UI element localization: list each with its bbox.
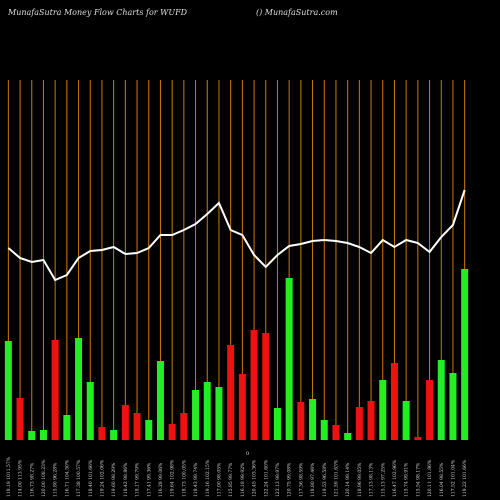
bar (309, 399, 317, 440)
x-tick-label: 118.42 98.86% (123, 462, 129, 497)
bar (297, 402, 305, 440)
bar (192, 390, 200, 440)
bar (285, 278, 293, 440)
x-tick-label: 116.18 99.92% (240, 462, 246, 497)
x-tick-label: 121.59 101.63% (333, 459, 339, 497)
x-tick-label: 118.19 1011.57% (6, 456, 12, 497)
x-tick-label: 119.64 102.98% (170, 459, 176, 497)
chart-title: MunafaSutra Money Flow Charts for WUFD (7, 8, 188, 17)
bar (168, 424, 176, 440)
x-tick-label: 116.47 102.96% (392, 459, 398, 497)
bar (4, 341, 12, 440)
bar (28, 431, 36, 440)
bar (390, 363, 398, 440)
bar (344, 433, 352, 440)
bar (426, 380, 434, 440)
bar (402, 401, 410, 440)
x-tick-label: 119.16 102.15% (205, 459, 211, 497)
x-tick-label: 119.53 96.58% (322, 462, 328, 497)
bar (86, 382, 94, 440)
bar (215, 387, 223, 440)
bar (262, 333, 270, 440)
x-tick-label: 119.22 101.66% (462, 459, 468, 497)
bar (367, 401, 375, 440)
x-tick-label: 117.36 98.59% (298, 462, 304, 497)
x-tick-label: 115.74 99.91% (404, 462, 410, 497)
x-tick-label: 116.71 104.50% (64, 459, 70, 497)
bar (414, 437, 422, 440)
bar (449, 373, 457, 440)
x-tick-label: 117.52 101.04% (450, 459, 456, 497)
bar (332, 425, 340, 440)
x-tick-label: 118.17 99.79% (135, 462, 141, 497)
x-tick-label: 123.13 99.97% (275, 462, 281, 497)
bar (39, 430, 47, 440)
x-tick-label: 118.40 101.66% (88, 459, 94, 497)
x-tick-label: 117.38 100.57% (76, 459, 82, 497)
x-tick-label: 118.43 99.74% (193, 462, 199, 497)
x-tick-label: 118.80 97.46% (310, 462, 316, 497)
bar (227, 345, 235, 440)
bar (355, 407, 363, 440)
bar (133, 413, 141, 440)
bar (238, 374, 246, 440)
bar (63, 415, 71, 440)
bar (98, 427, 106, 440)
chart-subtitle: () MunafaSutra.com (256, 8, 338, 17)
bar (75, 338, 83, 440)
bar (180, 413, 188, 440)
bar (145, 420, 153, 440)
bar (273, 408, 281, 440)
x-tick-label: 120.45 103.36% (252, 459, 258, 497)
money-flow-line (7, 189, 466, 282)
x-tick-label: 120.75 99.08% (287, 462, 293, 497)
x-tick-label: 114.00 113.95% (18, 459, 24, 497)
x-tick-label: 117.13 98.13% (369, 462, 375, 497)
x-tick-label: 120.11 101.86% (427, 459, 433, 497)
x-tick-label: 119.24 102.06% (99, 459, 105, 497)
x-tick-label: 120.14 99.14% (345, 462, 351, 497)
x-tick-label: 117.41 99.36% (146, 462, 152, 497)
x-tick-label: 120.00 108.23% (41, 459, 47, 497)
x-tick-label: 118.96 99.05% (357, 462, 363, 497)
x-tick-label: 115.54 98.17% (415, 462, 421, 497)
bar (437, 360, 445, 440)
bar (203, 382, 211, 440)
x-tick-label: 115.13 97.25% (380, 462, 386, 497)
x-tick-label: 116.04 98.55% (439, 462, 445, 497)
x-tick-label: 118.73 100.05% (181, 459, 187, 497)
x-tick-label: 116.28 99.06% (158, 462, 164, 497)
bar (461, 269, 469, 440)
x-tick-label: 117.00 98.05% (216, 462, 222, 497)
bar (110, 430, 118, 440)
x-tick-label: 122.24 101.60% (263, 459, 269, 497)
x-tick-label: 119.60 98.29% (111, 462, 117, 497)
bar (156, 361, 164, 440)
axis-note: 0 (246, 451, 249, 457)
bar (51, 340, 59, 440)
x-tick-label: 116.73 98.27% (29, 462, 35, 497)
bar (320, 420, 328, 440)
x-tick-label: 115.85 99.77% (228, 462, 234, 497)
x-tick-label: 115.80 96.28% (53, 462, 59, 497)
bar (250, 330, 258, 440)
bar (379, 380, 387, 440)
bar (121, 405, 129, 440)
bar (16, 398, 24, 440)
